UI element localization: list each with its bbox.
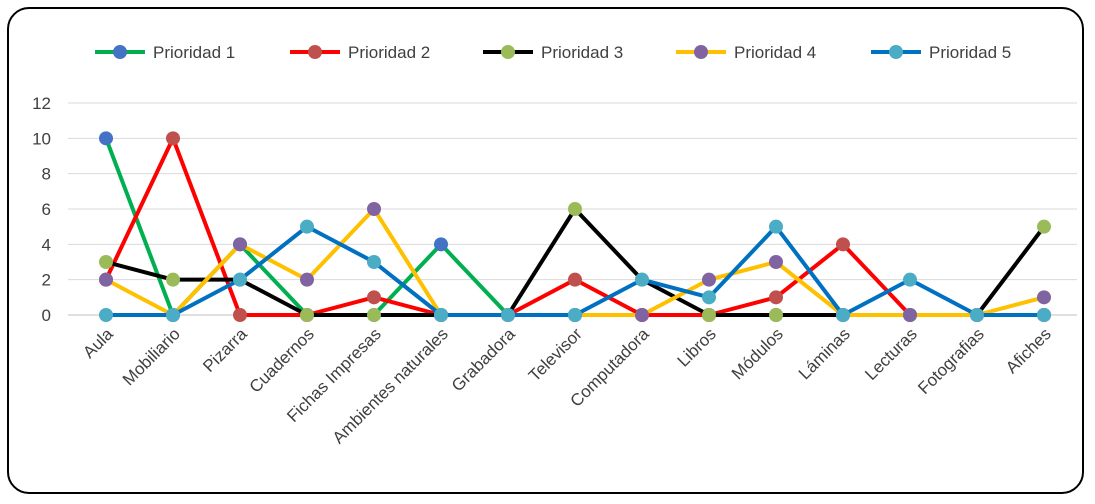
legend-marker <box>501 45 515 59</box>
legend-label: Prioridad 5 <box>929 43 1011 62</box>
legend-item: Prioridad 5 <box>871 43 1011 62</box>
data-point <box>836 237 850 252</box>
data-point <box>903 272 917 287</box>
legend-item: Prioridad 3 <box>483 43 623 62</box>
x-tick-label: Televisor <box>525 324 586 385</box>
series-line <box>104 224 1046 317</box>
chart-frame <box>7 7 1084 494</box>
series-line <box>104 136 1046 317</box>
data-point <box>1037 290 1051 305</box>
data-point <box>1037 308 1051 322</box>
data-point <box>367 290 381 305</box>
y-tick-label: 4 <box>42 235 51 254</box>
data-point <box>702 308 716 322</box>
data-point <box>769 255 783 269</box>
x-tick-label: Pizarra <box>199 324 251 376</box>
data-point <box>903 308 917 322</box>
y-axis-ticks: 0 2 4 6 8 10 12 <box>32 94 51 325</box>
data-point <box>635 272 649 287</box>
legend-marker <box>113 45 127 59</box>
data-point <box>99 272 113 287</box>
legend-marker <box>694 45 708 59</box>
y-tick-label: 8 <box>42 165 51 184</box>
data-point <box>769 290 783 305</box>
series-line <box>104 207 1046 317</box>
series-group <box>99 131 1051 322</box>
series-lines <box>99 131 1051 322</box>
data-point <box>769 308 783 322</box>
data-point <box>970 308 984 322</box>
x-tick-label: Aula <box>79 324 117 362</box>
legend-marker <box>889 45 903 59</box>
x-tick-label: Afiches <box>1002 324 1055 377</box>
data-point <box>836 308 850 322</box>
legend-label: Prioridad 1 <box>153 43 235 62</box>
series-group <box>99 131 1051 322</box>
x-tick-label: Fotografias <box>914 324 988 398</box>
y-tick-label: 0 <box>42 306 51 325</box>
data-point <box>367 308 381 322</box>
data-point <box>99 308 113 322</box>
x-tick-label: Láminas <box>795 324 854 383</box>
legend-label: Prioridad 3 <box>541 43 623 62</box>
data-point <box>300 272 314 287</box>
data-point <box>166 131 180 146</box>
series-line <box>104 207 1046 317</box>
data-point <box>568 308 582 322</box>
data-point <box>233 308 247 322</box>
data-point <box>702 272 716 287</box>
x-tick-label: Ambientes naturales <box>329 324 452 447</box>
legend-marker <box>308 45 322 59</box>
series-group <box>99 202 1051 322</box>
x-tick-label: Mobiliario <box>119 324 184 389</box>
y-tick-label: 10 <box>32 129 51 148</box>
data-point <box>702 290 716 305</box>
data-point <box>769 219 783 234</box>
data-point <box>568 202 582 216</box>
x-tick-label: Lecturas <box>861 324 921 384</box>
data-point <box>300 308 314 322</box>
data-point <box>233 272 247 287</box>
legend: Prioridad 1 Prioridad 2 Prioridad 3 Priorid… <box>95 43 1011 62</box>
data-point <box>568 272 582 287</box>
x-tick-label: Grabadora <box>448 324 519 395</box>
series-group <box>99 219 1051 322</box>
x-tick-label: Libros <box>674 324 720 370</box>
data-point <box>1037 219 1051 234</box>
y-tick-label: 6 <box>42 200 51 219</box>
legend-item: Prioridad 1 <box>95 43 235 62</box>
data-point <box>635 308 649 322</box>
data-point <box>233 237 247 252</box>
data-point <box>367 255 381 269</box>
x-tick-label: Cuadernos <box>246 324 318 396</box>
series-group <box>99 202 1051 322</box>
data-point <box>434 308 448 322</box>
legend-label: Prioridad 4 <box>734 43 816 62</box>
x-tick-label: Módulos <box>728 324 787 383</box>
data-point <box>99 131 113 146</box>
legend-item: Prioridad 4 <box>676 43 816 62</box>
data-point <box>434 237 448 252</box>
data-point <box>166 308 180 322</box>
data-point <box>166 272 180 287</box>
data-point <box>367 202 381 216</box>
legend-label: Prioridad 2 <box>348 43 430 62</box>
series-line <box>104 136 1046 317</box>
y-tick-label: 2 <box>42 271 51 290</box>
data-point <box>300 219 314 234</box>
data-point <box>99 255 113 269</box>
y-tick-label: 12 <box>32 94 51 113</box>
legend-item: Prioridad 2 <box>290 43 430 62</box>
data-point <box>501 308 515 322</box>
